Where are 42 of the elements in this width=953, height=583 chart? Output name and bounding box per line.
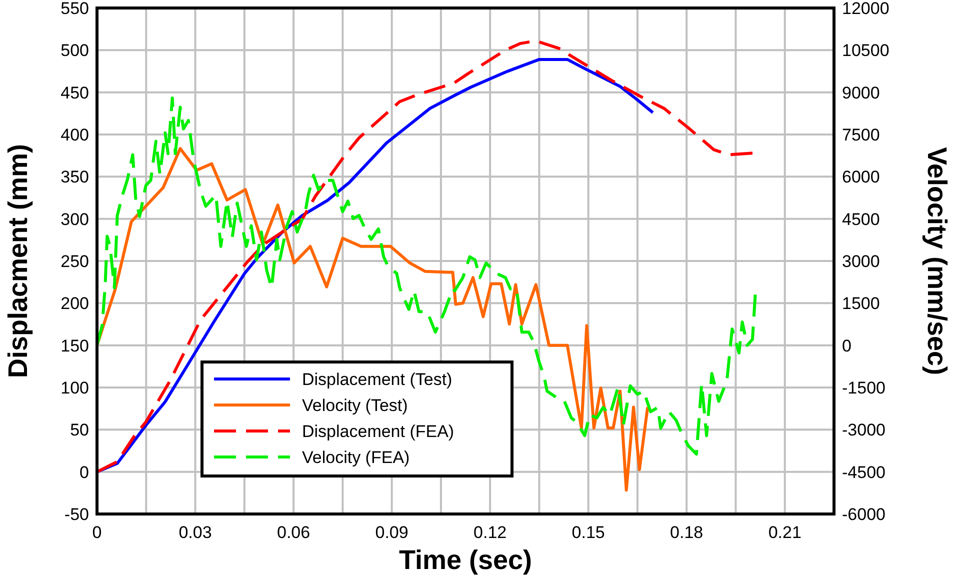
y2-tick-label: 6000	[842, 168, 880, 187]
y2-tick-label: -6000	[842, 504, 886, 524]
y2-tick-label: 4500	[842, 210, 880, 229]
y-tick-label: 250	[60, 252, 89, 271]
y2-tick-label: 0	[842, 336, 852, 356]
y-tick-label: 450	[60, 83, 89, 102]
y2-tick-label: 10500	[842, 41, 890, 60]
y-tick-label: 550	[60, 0, 89, 18]
y-axis-title: Displacment (mm)	[3, 144, 33, 378]
legend-label: Displacement (Test)	[302, 370, 452, 389]
y-tick-label: 400	[60, 125, 89, 144]
y2-tick-label: -4500	[842, 462, 886, 482]
legend-label: Velocity (Test)	[302, 396, 408, 415]
y-tick-label: 0	[80, 462, 89, 482]
y2-tick-label: 12000	[842, 0, 890, 18]
legend-label: Velocity (FEA)	[302, 448, 410, 467]
x-tick-label: 0.21	[768, 523, 802, 542]
y-tick-label: 350	[60, 168, 89, 187]
x-tick-label: 0.03	[178, 523, 212, 542]
y2-tick-label: 9000	[842, 83, 880, 102]
legend-label: Displacement (FEA)	[302, 422, 454, 441]
y2-tick-label: 7500	[842, 125, 880, 144]
y2-tick-label: -1500	[842, 378, 886, 398]
y-tick-label: 300	[60, 210, 89, 229]
x-tick-label: 0.18	[670, 523, 704, 542]
y2-tick-label: 3000	[842, 252, 880, 271]
y2-tick-label: -3000	[842, 420, 886, 440]
y-tick-label: 150	[60, 336, 89, 356]
y-tick-label: 500	[60, 41, 89, 60]
y-tick-label: 200	[60, 294, 89, 314]
x-axis-title: Time (sec)	[398, 545, 532, 575]
y-tick-label: 100	[60, 378, 89, 398]
x-tick-label: 0.09	[375, 523, 408, 542]
x-tick-label: 0.06	[276, 523, 310, 542]
x-tick-label: 0	[92, 523, 102, 542]
x-tick-label: 0.15	[572, 523, 605, 542]
x-tick-label: 0.12	[474, 523, 507, 542]
y-tick-label: -50	[64, 504, 89, 524]
y-tick-label: 50	[70, 420, 89, 440]
y2-axis-title: Velocity (mm/sec)	[922, 146, 952, 376]
line-series	[96, 147, 650, 492]
y2-tick-label: 1500	[842, 294, 880, 314]
